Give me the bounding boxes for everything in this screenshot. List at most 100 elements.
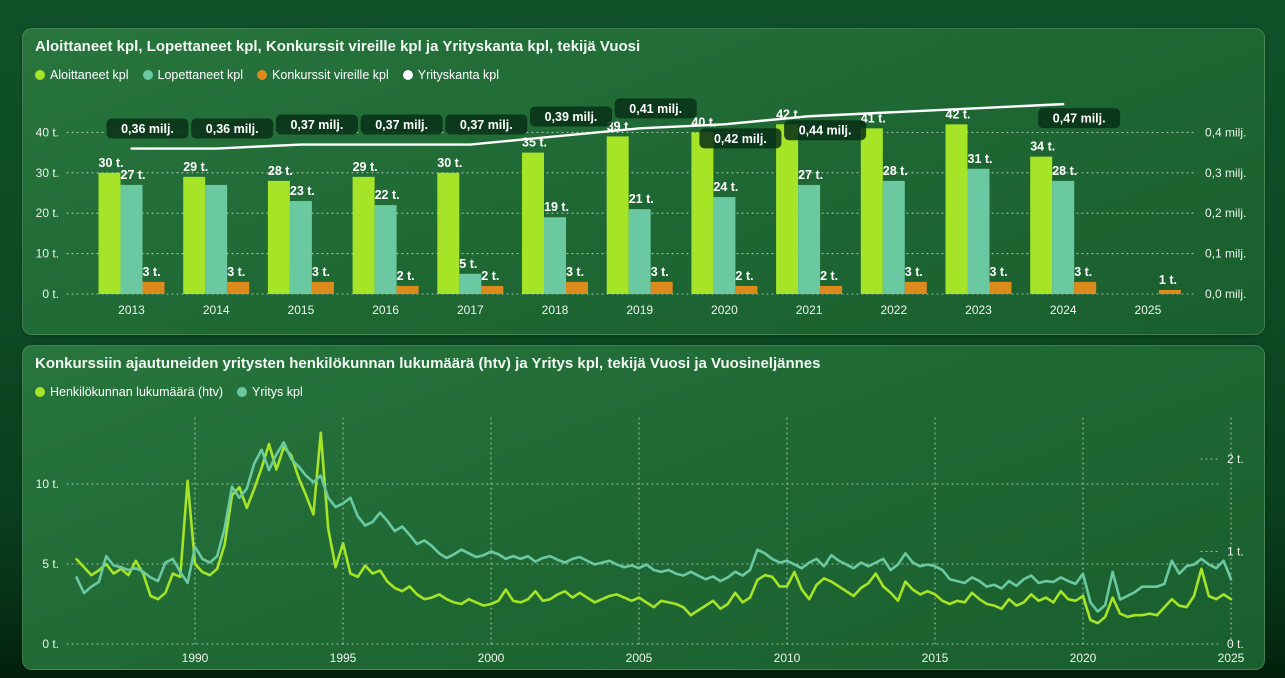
bar-lopettaneet-2023[interactable] <box>967 168 990 294</box>
bar-aloittaneet-2023[interactable] <box>945 124 968 294</box>
yrityskanta-value-box <box>784 120 867 141</box>
bar-aloittaneet-2017[interactable] <box>437 172 460 294</box>
yrityskanta-value-box <box>699 128 782 149</box>
bar-konkurssit-2023[interactable] <box>989 281 1012 294</box>
bar-aloittaneet-2022[interactable] <box>860 128 883 294</box>
bottom-right-axis-tick: 0 t. <box>1227 637 1244 651</box>
bar-value-label: 21 t. <box>629 192 654 206</box>
bar-lopettaneet-2014[interactable] <box>205 184 228 294</box>
bar-lopettaneet-2013[interactable] <box>120 184 143 294</box>
bar-lopettaneet-2021[interactable] <box>798 184 821 294</box>
year-label: 2018 <box>542 303 569 317</box>
year-label: 2025 <box>1135 303 1162 317</box>
bar-value-label: 42 t. <box>946 107 971 121</box>
yrityskanta-value-label: 0,39 milj. <box>545 110 598 124</box>
top-legend-item-2[interactable]: Konkurssit vireille kpl <box>257 68 389 82</box>
bar-aloittaneet-2015[interactable] <box>267 180 290 294</box>
bar-konkurssit-2025[interactable] <box>1158 289 1181 294</box>
bar-value-label: 34 t. <box>1030 140 1055 154</box>
year-label: 2013 <box>118 303 145 317</box>
bar-konkurssit-2013[interactable] <box>142 281 165 294</box>
bar-lopettaneet-2019[interactable] <box>628 209 651 294</box>
bar-lopettaneet-2020[interactable] <box>713 197 736 294</box>
bottom-legend-item-1[interactable]: Yritys kpl <box>237 385 303 399</box>
bar-aloittaneet-2021[interactable] <box>776 124 799 294</box>
bar-value-label: 29 t. <box>353 160 378 174</box>
bar-aloittaneet-2016[interactable] <box>352 176 375 294</box>
year-tick-label: 2015 <box>922 651 949 665</box>
bar-value-label: 3 t. <box>651 265 669 279</box>
year-label: 2021 <box>796 303 823 317</box>
bar-value-label: 29 t. <box>183 160 208 174</box>
top-right-axis-tick: 0,4 milj. <box>1205 125 1246 139</box>
bar-konkurssit-2015[interactable] <box>311 281 334 294</box>
yrityskanta-value-box <box>360 114 443 135</box>
bar-lopettaneet-2015[interactable] <box>289 201 312 294</box>
top-legend-item-3[interactable]: Yrityskanta kpl <box>402 68 499 82</box>
bar-lopettaneet-2022[interactable] <box>882 180 905 294</box>
year-tick-label: 2025 <box>1218 651 1245 665</box>
yrityskanta-value-box <box>275 114 358 135</box>
legend-label: Yritys kpl <box>252 385 303 399</box>
year-tick-label: 2020 <box>1070 651 1097 665</box>
bar-aloittaneet-2024[interactable] <box>1030 156 1053 294</box>
bar-aloittaneet-2020[interactable] <box>691 132 714 294</box>
bar-lopettaneet-2024[interactable] <box>1052 180 1075 294</box>
top-legend-item-1[interactable]: Lopettaneet kpl <box>142 68 243 82</box>
bar-value-label: 28 t. <box>883 164 908 178</box>
bar-lopettaneet-2017[interactable] <box>459 273 482 294</box>
yrityskanta-value-label: 0,36 milj. <box>121 122 174 136</box>
bar-lopettaneet-2016[interactable] <box>374 205 397 294</box>
bottom-legend-item-0[interactable]: Henkilökunnan lukumäärä (htv) <box>35 385 223 399</box>
bar-lopettaneet-2018[interactable] <box>544 217 566 294</box>
year-tick-label: 2000 <box>478 651 505 665</box>
bar-konkurssit-2018[interactable] <box>566 281 588 294</box>
legend-label: Konkurssit vireille kpl <box>272 68 389 82</box>
yrityskanta-line[interactable] <box>130 102 1065 150</box>
yritys-line[interactable] <box>75 441 1233 613</box>
yrityskanta-value-label: 0,47 milj. <box>1053 112 1106 126</box>
bar-konkurssit-2020[interactable] <box>735 285 758 294</box>
bar-value-label: 30 t. <box>99 156 124 170</box>
top-legend-item-0[interactable]: Aloittaneet kpl <box>35 68 129 82</box>
bar-value-label: 23 t. <box>290 184 315 198</box>
top-left-axis-tick: 20 t. <box>36 206 59 220</box>
bar-konkurssit-2017[interactable] <box>481 285 504 294</box>
bar-konkurssit-2021[interactable] <box>820 285 843 294</box>
yrityskanta-value-label: 0,41 milj. <box>629 102 682 116</box>
year-label: 2014 <box>203 303 230 317</box>
bar-value-label: 28 t. <box>268 164 293 178</box>
yrityskanta-value-box <box>530 106 612 127</box>
bar-value-label: 3 t. <box>566 265 584 279</box>
bottom-chart-legend: Henkilökunnan lukumäärä (htv) Yritys kpl <box>35 385 303 399</box>
bar-aloittaneet-2013[interactable] <box>98 172 121 294</box>
top-right-axis-tick: 0,1 milj. <box>1205 247 1246 261</box>
top-right-axis-tick: 0,0 milj. <box>1205 287 1246 301</box>
bar-aloittaneet-2018[interactable] <box>522 152 544 294</box>
bar-konkurssit-2019[interactable] <box>650 281 673 294</box>
bar-aloittaneet-2014[interactable] <box>183 176 206 294</box>
year-tick-label: 2010 <box>774 651 801 665</box>
bar-value-label: 40 t. <box>691 115 716 129</box>
bottom-right-axis-tick: 2 t. <box>1227 452 1244 466</box>
yrityskanta-value-label: 0,37 milj. <box>460 118 513 132</box>
bar-value-label: 31 t. <box>968 152 993 166</box>
year-tick-label: 2005 <box>626 651 653 665</box>
bottom-right-axis-tick: 1 t. <box>1227 545 1244 559</box>
yrityskanta-value-box <box>614 98 697 119</box>
top-right-axis-tick: 0,2 milj. <box>1205 206 1246 220</box>
yrityskanta-value-label: 0,37 milj. <box>375 118 428 132</box>
henkilokunta-line[interactable] <box>75 431 1233 625</box>
bar-value-label: 28 t. <box>1052 164 1077 178</box>
top-left-axis-tick: 10 t. <box>36 247 59 261</box>
bar-konkurssit-2024[interactable] <box>1074 281 1097 294</box>
bar-konkurssit-2022[interactable] <box>904 281 927 294</box>
bar-konkurssit-2014[interactable] <box>227 281 250 294</box>
bar-value-label: 22 t. <box>375 188 400 202</box>
top-left-axis-tick: 40 t. <box>36 125 59 139</box>
bar-aloittaneet-2019[interactable] <box>606 136 629 294</box>
year-label: 2023 <box>965 303 992 317</box>
bar-konkurssit-2016[interactable] <box>396 285 419 294</box>
yearly-bar-plot[interactable]: 0 t. 0,0 milj. 10 t. 0,1 milj. 20 t. 0,2 milj… <box>23 29 1264 334</box>
